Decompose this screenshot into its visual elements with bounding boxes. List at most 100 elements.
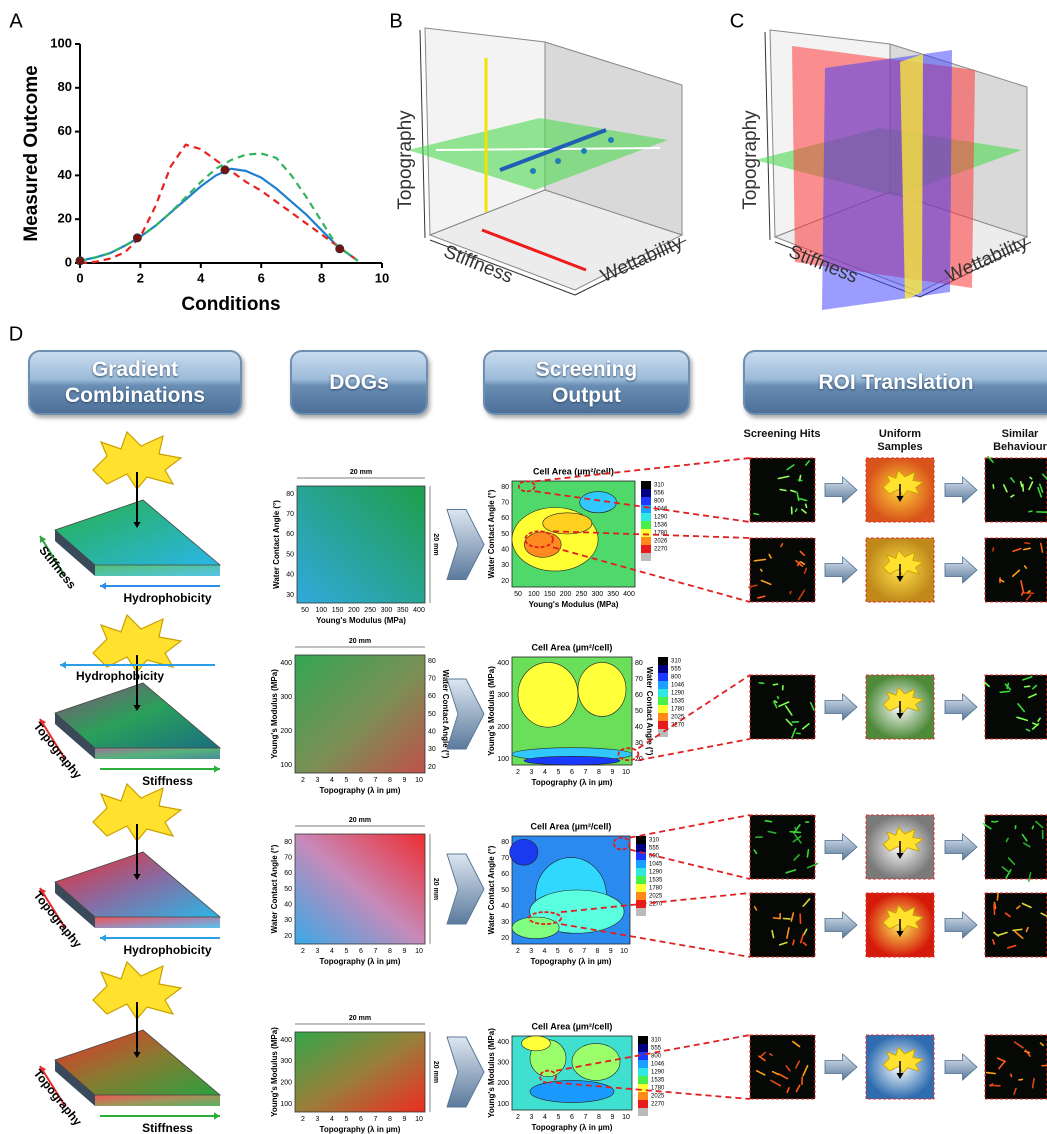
y-tick-label: 100 [280, 1101, 292, 1108]
y-tick-label: 60 [58, 123, 72, 138]
colorbar-swatch [641, 553, 651, 561]
point [133, 234, 141, 242]
cell-speck [1025, 543, 1030, 544]
dog-gradient [295, 1032, 425, 1112]
arrow-head [214, 1112, 220, 1119]
colorbar-swatch [658, 705, 668, 713]
micrograph [985, 815, 1047, 879]
y-tick-label: 80 [284, 839, 292, 846]
arrow [945, 912, 977, 938]
x-tick-label: 5 [345, 777, 349, 784]
plate-front [95, 1095, 220, 1106]
y-tick-label: 0 [65, 254, 72, 269]
axis [765, 32, 770, 240]
connector [630, 815, 750, 838]
cell-speck [1028, 591, 1030, 592]
x-tick-label: 7 [374, 777, 378, 784]
x-tick-label: 9 [403, 777, 407, 784]
cell-speck [780, 489, 786, 490]
arrow [825, 834, 857, 860]
micrograph [750, 815, 815, 879]
colorbar-swatch [636, 884, 646, 892]
y-tick-label: 20 [501, 935, 509, 942]
colorbar-swatch [636, 844, 646, 852]
x-tick-label: 4 [330, 948, 334, 955]
y-tick-label: 80 [58, 79, 72, 94]
contour-region [530, 1080, 614, 1102]
y-axis-title: Measured Outcome [21, 65, 42, 241]
arrow [945, 477, 977, 503]
cell-speck [798, 480, 801, 481]
x-tick-label: 10 [622, 1114, 630, 1121]
x-tick-label: 50 [514, 591, 522, 598]
header: Screening Output [483, 350, 690, 415]
y-tick-label: 100 [497, 1101, 509, 1108]
x-tick-label: 10 [415, 948, 423, 955]
colorbar-swatch [658, 673, 668, 681]
axis-title: Young's Modulus (MPa) [316, 616, 406, 625]
colorbar-label: 1780 [671, 707, 685, 713]
plot-title: Cell Area (µm²/cell) [532, 642, 613, 652]
x-tick-label: 5 [345, 1116, 349, 1123]
cell-speck [754, 514, 759, 515]
axis-title: Topography (λ in µm) [320, 786, 401, 795]
axis-title: Young's Modulus (MPa) [270, 1027, 279, 1117]
header: ROI Translation [743, 350, 1047, 415]
big-arrow [447, 679, 484, 749]
cell-speck [1032, 826, 1033, 828]
arrow-head [60, 661, 66, 668]
connector [638, 675, 750, 748]
arrow [825, 557, 857, 583]
y-tick-label: 20 [284, 933, 292, 940]
y-tick-label: 70 [428, 676, 436, 683]
colorbar-label: 1290 [671, 691, 685, 697]
axis-title: Young's Modulus (MPa) [487, 1028, 496, 1118]
label: D [9, 323, 23, 345]
dimension-label: 20 mm [432, 1061, 439, 1083]
x-tick-label: 6 [359, 777, 363, 784]
figure: ABCD0204060801000246810ConditionsMeasure… [0, 0, 1047, 1134]
x-tick-label: 2 [516, 769, 520, 776]
colorbar-swatch [658, 657, 668, 665]
x-tick-label: 8 [596, 948, 600, 955]
page: ABCD0204060801000246810ConditionsMeasure… [0, 0, 1047, 1134]
y-tick-label: 100 [50, 35, 72, 50]
x-tick-label: 7 [374, 948, 378, 955]
y-tick-label: 300 [280, 694, 292, 701]
colorbar-label: 1535 [671, 699, 685, 705]
colorbar-swatch [638, 1060, 648, 1068]
y-tick-label: 30 [501, 562, 509, 569]
y-tick-label: 20 [58, 211, 72, 226]
cell-speck [765, 821, 771, 822]
point [581, 148, 587, 154]
y-tick-label: 70 [501, 500, 509, 507]
colorbar-swatch [638, 1036, 648, 1044]
cell-speck [773, 918, 780, 919]
plot-title: Cell Area (µm²/cell) [532, 1021, 613, 1031]
y-tick-label: 200 [280, 728, 292, 735]
dimension-label: 20 mm [349, 817, 371, 824]
arrow [825, 912, 857, 938]
x-tick-label: 6 [570, 1114, 574, 1121]
x-tick-label: 0 [76, 270, 83, 285]
cell-speck [996, 821, 998, 822]
arrow [825, 1054, 857, 1080]
line [80, 154, 358, 261]
plate-front [95, 565, 220, 576]
contour-region [510, 839, 538, 865]
y-tick-label: 30 [286, 592, 294, 599]
x-tick-label: 5 [557, 769, 561, 776]
x-tick-label: 10 [622, 769, 630, 776]
colorbar-swatch [638, 1068, 648, 1076]
colorbar-label: 2025 [649, 894, 663, 900]
line [80, 169, 358, 261]
x-axis-title: Conditions [181, 294, 280, 315]
cell-speck [997, 894, 998, 900]
cell-speck [796, 509, 797, 511]
x-tick-label: 7 [582, 948, 586, 955]
x-tick-label: 2 [301, 1116, 305, 1123]
dog-gradient [295, 834, 425, 944]
colorbar-swatch [636, 868, 646, 876]
y-tick-label: 100 [280, 762, 292, 769]
cell-speck [986, 1073, 995, 1074]
